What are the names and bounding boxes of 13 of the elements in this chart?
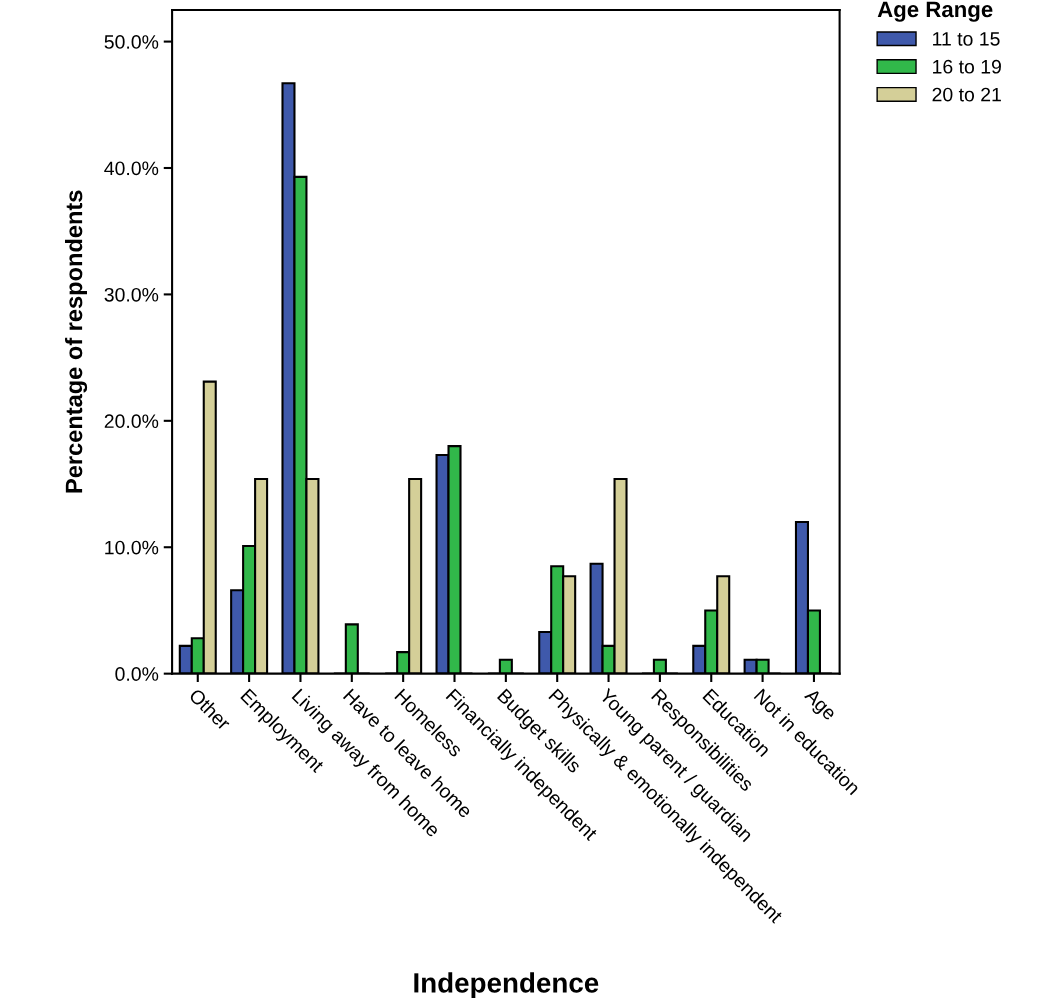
y-tick-label: 0.0% <box>115 667 159 681</box>
x-tick-label: Age <box>801 687 838 724</box>
y-tick-label: 50.0% <box>104 35 159 49</box>
legend-title: Age Range <box>877 1 993 22</box>
legend-label: 20 to 21 <box>932 87 1001 102</box>
legend-label: 16 to 19 <box>933 59 1001 74</box>
y-axis-title: Percentage of respondents <box>64 190 88 493</box>
legend-label: 11 to 15 <box>933 32 1000 46</box>
y-tick-label: 10.0% <box>105 540 159 555</box>
y-tick-label: 30.0% <box>104 287 159 302</box>
y-tick-label: 20.0% <box>104 414 159 429</box>
y-tick-label: 40.0% <box>104 161 159 176</box>
x-axis-title: Independence <box>414 972 599 998</box>
